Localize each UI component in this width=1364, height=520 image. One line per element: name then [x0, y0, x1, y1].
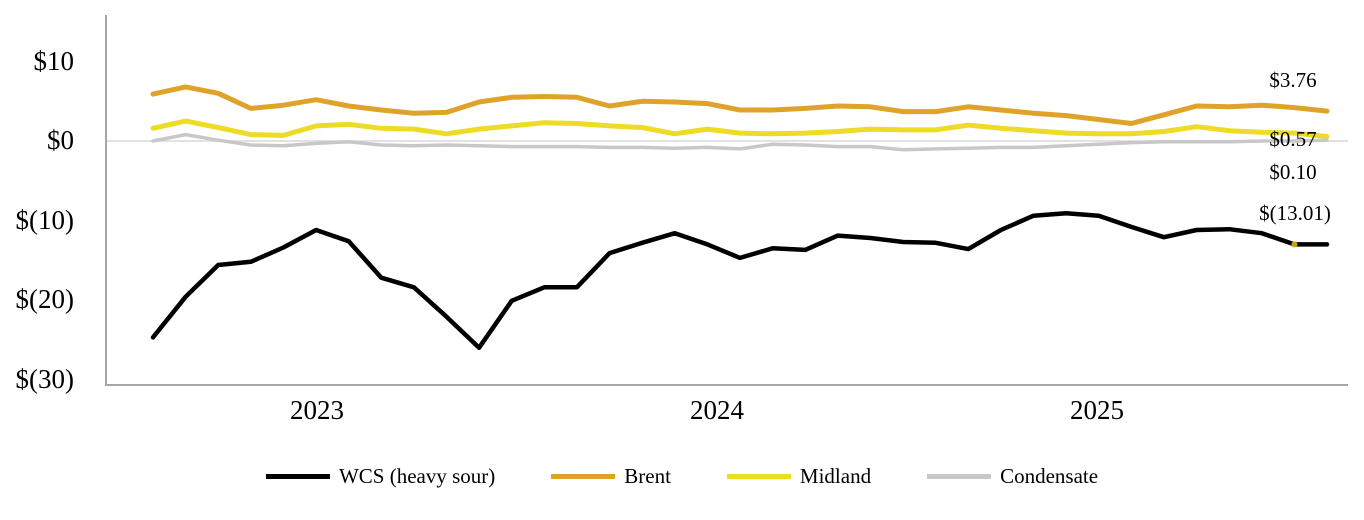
legend-item-midland: Midland	[726, 462, 872, 490]
y-axis-tick-label: $(30)	[15, 364, 74, 394]
series-line-brent	[150, 84, 1330, 126]
legend-line-midland	[726, 473, 791, 479]
legend-label-wcs: WCS (heavy sour)	[338, 464, 496, 488]
series-line-wcs-heavy-sour	[150, 211, 1330, 350]
legend-line-wcs	[265, 473, 330, 479]
legend-label-condensate: Condensate	[1000, 464, 1099, 488]
end-label-brent: $3.76	[1269, 68, 1317, 92]
y-axis-tick-label: $(20)	[15, 284, 74, 314]
latest-point-marker	[1291, 241, 1298, 248]
legend-item-condensate: Condensate	[927, 462, 1098, 490]
legend-line-brent	[551, 473, 616, 479]
legend-label-midland: Midland	[799, 464, 872, 488]
end-label-midland: $0.57	[1269, 127, 1317, 151]
y-axis-tick-label: $10	[33, 46, 75, 76]
end-label-wcs: $(13.01)	[1259, 201, 1331, 225]
chart-legend: WCS (heavy sour) Brent Midland Condensat…	[0, 462, 1364, 490]
legend-line-condensate	[927, 473, 992, 479]
series-line-condensate	[151, 132, 1329, 152]
series-line-midland	[150, 118, 1330, 139]
legend-item-wcs: WCS (heavy sour)	[265, 462, 496, 490]
x-axis-year-label: 2025	[1070, 395, 1124, 425]
x-axis-year-label: 2023	[290, 395, 344, 425]
end-label-condensate: $0.10	[1269, 160, 1317, 184]
legend-item-brent: Brent	[551, 462, 671, 490]
y-axis-tick-label: $(10)	[15, 205, 74, 235]
x-axis-year-label: 2024	[690, 395, 744, 425]
legend-label-brent: Brent	[624, 464, 671, 488]
y-axis-tick-label: $0	[47, 125, 74, 155]
